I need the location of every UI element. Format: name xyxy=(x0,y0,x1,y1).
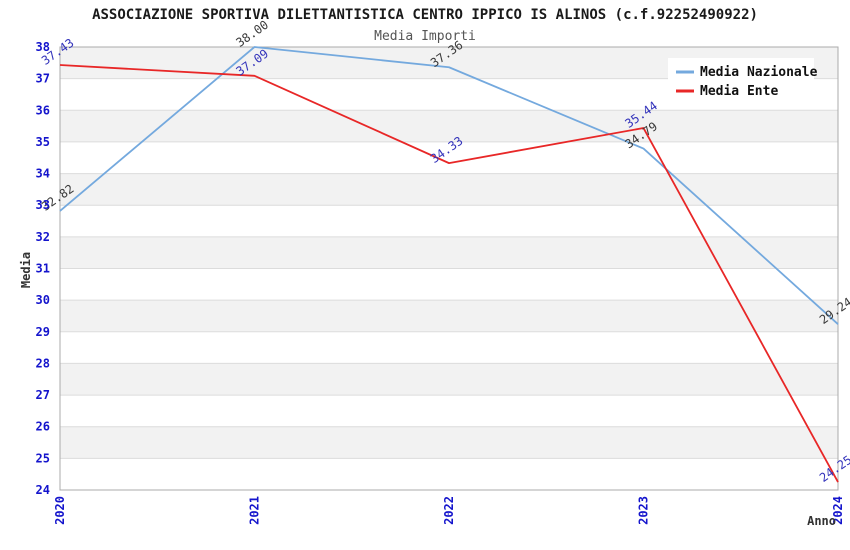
y-tick-label: 24 xyxy=(36,483,50,497)
x-axis-title: Anno xyxy=(807,514,836,528)
axis-ticks: 24 25 26 27 28 29 30 31 32 33 34 35 36 37 38 2020 2021 20… xyxy=(36,40,845,525)
series-line-media-nazionale xyxy=(59,46,839,325)
plot-band xyxy=(60,110,838,142)
plot-band xyxy=(60,173,838,206)
y-tick-label: 27 xyxy=(36,388,50,402)
series-lines xyxy=(59,46,839,483)
plot-band xyxy=(60,300,838,332)
plot-border xyxy=(59,46,839,491)
y-tick-label: 34 xyxy=(36,167,50,181)
plot-band xyxy=(60,363,838,396)
y-tick-label: 26 xyxy=(36,420,50,434)
chart-title: ASSOCIAZIONE SPORTIVA DILETTANTISTICA CE… xyxy=(92,7,758,23)
y-tick-label: 37 xyxy=(36,72,50,86)
x-tick-label: 2021 xyxy=(248,496,262,525)
plot-border-rect xyxy=(59,46,839,491)
y-axis-title: Media xyxy=(19,252,33,288)
series-line-media-ente xyxy=(59,64,839,483)
chart-subtitle: Media Importi xyxy=(374,29,476,44)
y-tick-label: 33 xyxy=(36,198,50,212)
legend-label: Media Nazionale xyxy=(700,65,818,80)
legend-box xyxy=(668,58,814,102)
plot-band xyxy=(60,236,838,269)
y-tick-label: 38 xyxy=(36,40,50,54)
plot-band xyxy=(60,426,838,459)
y-tick-label: 29 xyxy=(36,325,50,339)
x-tick-label: 2024 xyxy=(831,496,845,525)
plot-band xyxy=(60,268,838,301)
x-tick-label: 2020 xyxy=(53,496,67,525)
plot-band xyxy=(60,205,838,237)
y-tick-label: 25 xyxy=(36,451,50,465)
y-tick-label: 35 xyxy=(36,135,50,149)
y-tick-label: 28 xyxy=(36,356,50,370)
x-tick-label: 2022 xyxy=(442,496,456,525)
plot-band xyxy=(60,331,838,364)
y-tick-label: 36 xyxy=(36,103,50,117)
x-tick-label: 2023 xyxy=(637,496,651,525)
legend: Media Nazionale Media Ente xyxy=(668,58,818,102)
y-tick-label: 30 xyxy=(36,293,50,307)
legend-label: Media Ente xyxy=(700,84,778,99)
plot-band xyxy=(60,141,838,174)
y-tick-label: 31 xyxy=(36,262,50,276)
y-tick-label: 32 xyxy=(36,230,50,244)
plot-band xyxy=(60,395,838,427)
plot-band xyxy=(60,458,838,490)
